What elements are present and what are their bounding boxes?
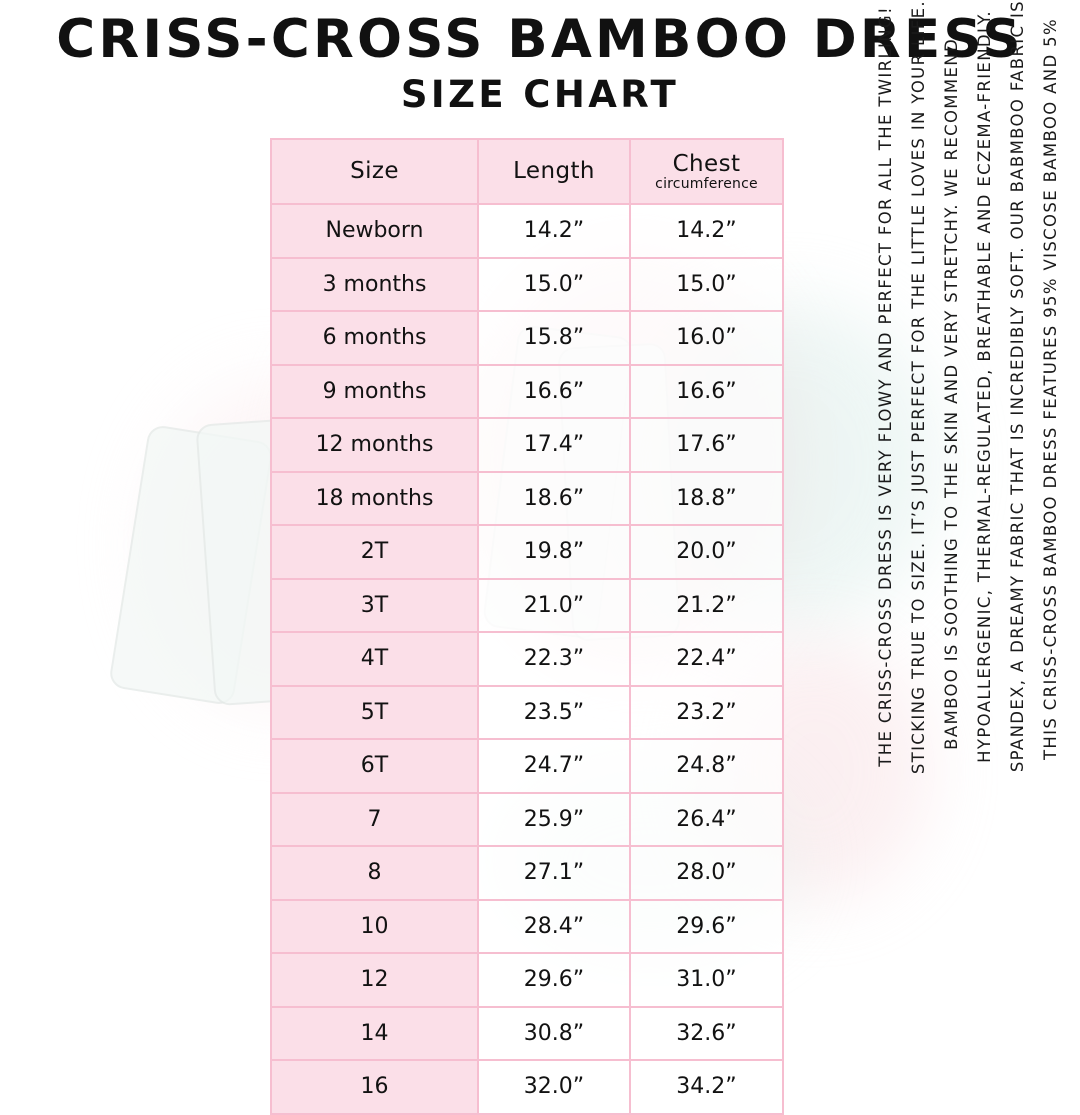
table-row: 18 months 18.6” 18.8” xyxy=(270,470,784,526)
cell-size: 2T xyxy=(270,524,479,580)
cell-size: 14 xyxy=(270,1005,479,1061)
table-header: Size Length Chest circumference xyxy=(270,138,784,205)
cell-length: 30.8” xyxy=(477,1005,631,1061)
cell-size: 12 months xyxy=(270,417,479,473)
cell-length: 19.8” xyxy=(477,524,631,580)
cell-size: 9 months xyxy=(270,363,479,419)
description-line: SPANDEX, A DREAMY FABRIC THAT IS INCREDI… xyxy=(1008,0,1027,773)
cell-chest: 16.6” xyxy=(629,363,784,419)
cell-size: Newborn xyxy=(270,203,479,259)
column-header-chest-sublabel: circumference xyxy=(655,176,758,193)
table-row: 7 25.9” 26.4” xyxy=(270,791,784,847)
cell-chest: 15.0” xyxy=(629,256,784,312)
cell-length: 15.8” xyxy=(477,310,631,366)
size-chart-container: Size Length Chest circumference Newborn 1… xyxy=(270,138,784,1115)
table-row: 5T 23.5” 23.2” xyxy=(270,684,784,740)
description-line: THE CRISS-CROSS DRESS IS VERY FLOWY AND … xyxy=(876,6,895,767)
cell-size: 4T xyxy=(270,631,479,687)
column-header-length: Length xyxy=(477,138,631,205)
cell-length: 18.6” xyxy=(477,470,631,526)
table-row: 3T 21.0” 21.2” xyxy=(270,577,784,633)
table-row: 2T 19.8” 20.0” xyxy=(270,524,784,580)
cell-length: 22.3” xyxy=(477,631,631,687)
description-line: STICKING TRUE TO SIZE. IT’S JUST PERFECT… xyxy=(909,0,928,775)
cell-chest: 24.8” xyxy=(629,738,784,794)
product-description: THIS CRISS-CROSS BAMBOO DRESS FEATURES 9… xyxy=(846,0,1076,1080)
cell-size: 8 xyxy=(270,845,479,901)
cell-size: 18 months xyxy=(270,470,479,526)
cell-length: 17.4” xyxy=(477,417,631,473)
cell-chest: 16.0” xyxy=(629,310,784,366)
cell-length: 23.5” xyxy=(477,684,631,740)
cell-length: 25.9” xyxy=(477,791,631,847)
page-title: Criss-Cross Bamboo Dress xyxy=(56,9,1024,70)
cell-chest: 32.6” xyxy=(629,1005,784,1061)
cell-chest: 26.4” xyxy=(629,791,784,847)
cell-chest: 34.2” xyxy=(629,1059,784,1115)
table-row: 8 27.1” 28.0” xyxy=(270,845,784,901)
cell-length: 21.0” xyxy=(477,577,631,633)
table-header-row: Size Length Chest circumference xyxy=(270,138,784,205)
watermark-garment-shape xyxy=(107,423,275,707)
description-line: BAMBOO IS SOOTHING TO THE SKIN AND VERY … xyxy=(942,38,961,750)
cell-chest: 22.4” xyxy=(629,631,784,687)
cell-length: 27.1” xyxy=(477,845,631,901)
table-row: 12 29.6” 31.0” xyxy=(270,952,784,1008)
cell-size: 3 months xyxy=(270,256,479,312)
cell-length: 14.2” xyxy=(477,203,631,259)
cell-length: 24.7” xyxy=(477,738,631,794)
cell-chest: 18.8” xyxy=(629,470,784,526)
cell-chest: 20.0” xyxy=(629,524,784,580)
cell-size: 6 months xyxy=(270,310,479,366)
cell-size: 7 xyxy=(270,791,479,847)
description-line: THIS CRISS-CROSS BAMBOO DRESS FEATURES 9… xyxy=(1041,18,1060,761)
cell-chest: 14.2” xyxy=(629,203,784,259)
cell-size: 16 xyxy=(270,1059,479,1115)
cell-size: 3T xyxy=(270,577,479,633)
cell-length: 15.0” xyxy=(477,256,631,312)
cell-chest: 31.0” xyxy=(629,952,784,1008)
table-row: 6T 24.7” 24.8” xyxy=(270,738,784,794)
table-row: 3 months 15.0” 15.0” xyxy=(270,256,784,312)
cell-chest: 29.6” xyxy=(629,898,784,954)
column-header-chest: Chest circumference xyxy=(629,138,784,205)
page-header: Criss-Cross Bamboo Dress Size Chart xyxy=(0,12,1080,116)
cell-length: 16.6” xyxy=(477,363,631,419)
table-row: 9 months 16.6” 16.6” xyxy=(270,363,784,419)
cell-chest: 23.2” xyxy=(629,684,784,740)
cell-size: 6T xyxy=(270,738,479,794)
table-row: 12 months 17.4” 17.6” xyxy=(270,417,784,473)
column-header-size-label: Size xyxy=(350,158,399,185)
cell-size: 5T xyxy=(270,684,479,740)
column-header-size: Size xyxy=(270,138,479,205)
table-row: 14 30.8” 32.6” xyxy=(270,1005,784,1061)
cell-chest: 21.2” xyxy=(629,577,784,633)
cell-size: 12 xyxy=(270,952,479,1008)
table-row: 16 32.0” 34.2” xyxy=(270,1059,784,1115)
table-body: Newborn 14.2” 14.2” 3 months 15.0” 15.0” 6 mon… xyxy=(270,203,784,1115)
cell-length: 28.4” xyxy=(477,898,631,954)
table-row: Newborn 14.2” 14.2” xyxy=(270,203,784,259)
column-header-length-label: Length xyxy=(513,158,595,185)
size-chart-table: Size Length Chest circumference Newborn 1… xyxy=(270,138,784,1115)
column-header-chest-label: Chest xyxy=(672,150,741,177)
table-row: 6 months 15.8” 16.0” xyxy=(270,310,784,366)
cell-chest: 28.0” xyxy=(629,845,784,901)
description-line: HYPOALLERGENIC, THERMAL-REGULATED, BREAT… xyxy=(975,10,994,763)
cell-length: 29.6” xyxy=(477,952,631,1008)
cell-length: 32.0” xyxy=(477,1059,631,1115)
cell-size: 10 xyxy=(270,898,479,954)
table-row: 4T 22.3” 22.4” xyxy=(270,631,784,687)
cell-chest: 17.6” xyxy=(629,417,784,473)
table-row: 10 28.4” 29.6” xyxy=(270,898,784,954)
page-subtitle: Size Chart xyxy=(400,73,680,117)
